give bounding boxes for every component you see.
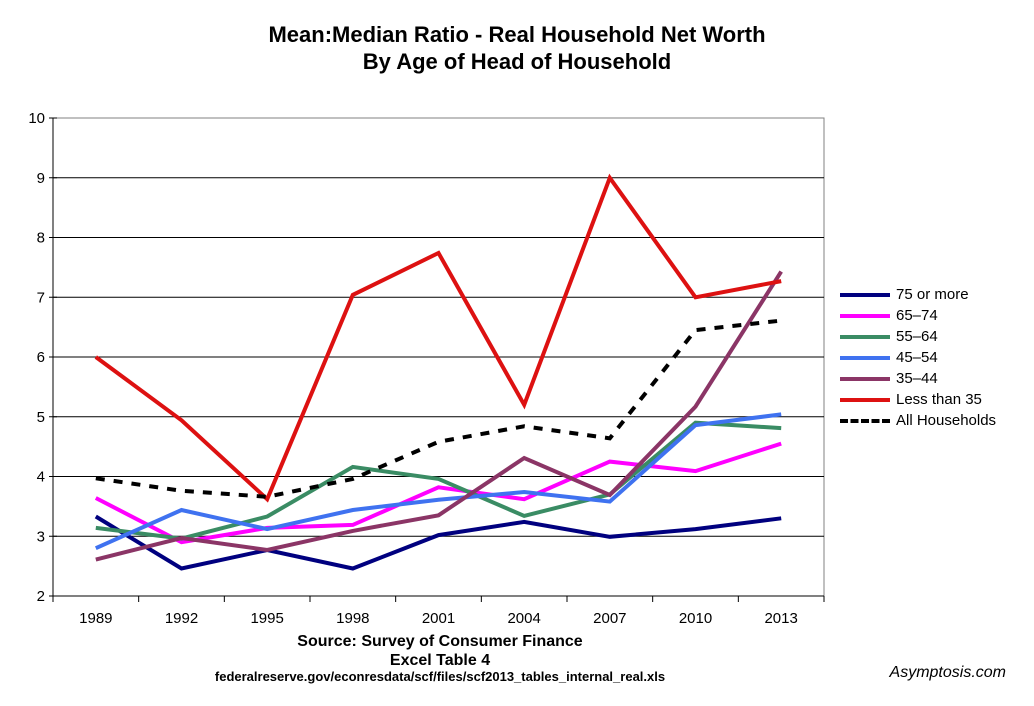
legend-label: 55–64 — [896, 328, 938, 345]
y-tick-label: 5 — [37, 409, 45, 426]
legend-label: 65–74 — [896, 307, 938, 324]
legend-swatch — [840, 292, 890, 297]
x-tick-label: 2013 — [764, 610, 797, 627]
y-tick-label: 9 — [37, 170, 45, 187]
series-line — [95, 420, 782, 541]
y-tick-label: 8 — [37, 230, 45, 247]
legend-swatch — [840, 355, 890, 360]
y-axis: 2 3 4 5 6 7 8 9 10 — [28, 110, 57, 605]
legend-label: 45–54 — [896, 349, 938, 366]
legend-item: 45–54 — [840, 347, 996, 368]
y-tick-label: 7 — [37, 289, 45, 306]
y-tick-label: 6 — [37, 349, 45, 366]
x-tick-label: 1998 — [336, 610, 369, 627]
series-line — [94, 173, 782, 503]
source-line: Source: Survey of Consumer Finance — [297, 633, 583, 650]
series-line — [94, 514, 782, 571]
credit-watermark: Asymptosis.com — [889, 664, 1006, 681]
legend-swatch — [840, 418, 890, 423]
x-tick-label: 2004 — [507, 610, 540, 627]
legend-swatch — [840, 313, 890, 318]
chart-subtitle: By Age of Head of Household — [362, 49, 672, 74]
legend-item: 55–64 — [840, 326, 996, 347]
legend-label: All Households — [896, 412, 997, 429]
series-group — [94, 173, 783, 571]
x-axis: 1989 1992 1995 1998 2001 2004 2007 2010 2013 — [52, 595, 825, 627]
legend-item: 35–44 — [840, 368, 996, 389]
x-tick-label: 1992 — [165, 610, 198, 627]
y-tick-label: 10 — [28, 110, 45, 127]
x-tick-label: 2010 — [679, 610, 712, 627]
x-tick-label: 1989 — [79, 610, 112, 627]
legend-swatch — [840, 334, 890, 339]
source-url: federalreserve.gov/econresdata/scf/files… — [214, 669, 666, 684]
source-table: Excel Table 4 — [389, 652, 491, 669]
chart-title: Mean:Median Ratio - Real Household Net W… — [268, 22, 766, 47]
legend-label: Less than 35 — [896, 391, 982, 408]
x-tick-label: 2007 — [593, 610, 626, 627]
legend-item: Less than 35 — [840, 389, 996, 410]
legend-item: 65–74 — [840, 305, 996, 326]
y-tick-label: 4 — [37, 469, 45, 486]
series-line — [94, 441, 782, 545]
x-tick-label: 2001 — [422, 610, 455, 627]
legend-label: 75 or more — [896, 286, 969, 303]
series-line — [95, 318, 782, 499]
grid-lines — [53, 177, 824, 537]
series-line — [94, 412, 782, 551]
chart-legend: 75 or more 65–74 55–64 45–54 35–44 Less than … — [840, 284, 996, 431]
legend-item: 75 or more — [840, 284, 996, 305]
x-tick-label: 1995 — [250, 610, 283, 627]
legend-swatch — [840, 397, 890, 402]
legend-swatch — [840, 376, 890, 381]
series-line — [95, 270, 783, 562]
y-tick-label: 3 — [37, 528, 45, 545]
legend-item: All Households — [840, 410, 996, 431]
y-tick-label: 2 — [37, 588, 45, 605]
legend-label: 35–44 — [896, 370, 938, 387]
